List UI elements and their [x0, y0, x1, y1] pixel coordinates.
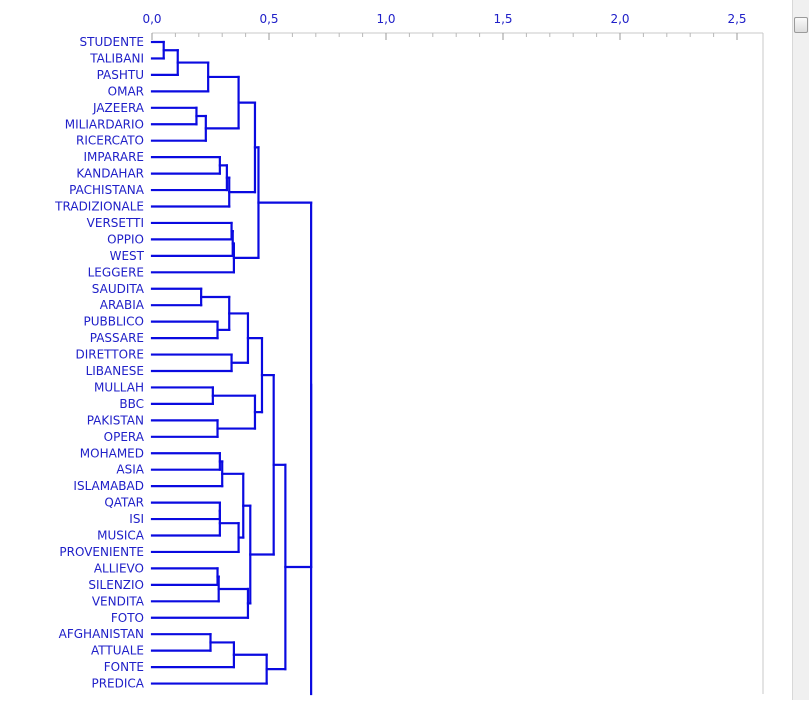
leaf-label: MUSICA — [97, 529, 145, 543]
x-tick-label: 1,5 — [493, 12, 512, 26]
leaf-label: OPPIO — [107, 232, 144, 246]
leaf-label: OPERA — [104, 430, 145, 444]
leaf-label: MILIARDARIO — [65, 117, 144, 131]
leaf-label: WEST — [110, 249, 145, 263]
leaf-label: PASHTU — [97, 68, 144, 82]
leaf-label: RICERCATO — [76, 134, 144, 148]
x-tick-label: 1,0 — [376, 12, 395, 26]
leaf-label: SILENZIO — [88, 578, 144, 592]
dendrogram-svg: 0,0 0,5 1,0 1,5 2,0 2,5 STUDENTE TALIBANI PASHT… — [54, 12, 764, 696]
leaf-label: STUDENTE — [80, 35, 144, 49]
leaf-label: IMPARARE — [83, 150, 144, 164]
leaf-label: TALIBANI — [89, 51, 144, 65]
leaf-label: PREDICA — [91, 677, 144, 691]
leaf-label: ISI — [129, 512, 144, 526]
leaf-label: LIBANESE — [86, 364, 144, 378]
x-tick-label: 2,0 — [610, 12, 629, 26]
leaf-label: ATTUALE — [91, 644, 144, 658]
leaf-label: BBC — [119, 397, 144, 411]
leaf-label: KANDAHAR — [76, 167, 144, 181]
leaf-label: PUBBLICO — [83, 315, 144, 329]
leaf-label: PAKISTAN — [87, 413, 144, 427]
leaf-label: VERSETTI — [87, 216, 144, 230]
leaf-label: ISLAMABAD — [73, 479, 144, 493]
leaf-label: PASSARE — [90, 331, 144, 345]
leaf-label: MOHAMED — [80, 446, 144, 460]
leaf-label: TRADIZIONALE — [54, 200, 144, 214]
leaf-label: ASIA — [116, 463, 144, 477]
leaf-label: PROVENIENTE — [59, 545, 144, 559]
leaf-label: ARABIA — [100, 298, 145, 312]
dendrogram-chart: 0,0 0,5 1,0 1,5 2,0 2,5 STUDENTE TALIBANI PASHT… — [54, 12, 764, 696]
leaf-label: OMAR — [108, 84, 144, 98]
leaf-label: LEGGERE — [88, 265, 144, 279]
leaf-label: FOTO — [111, 611, 144, 625]
x-tick-label: 0,5 — [259, 12, 278, 26]
leaf-label: ALLIEVO — [94, 561, 144, 575]
x-tick-label: 2,5 — [727, 12, 746, 26]
leaf-label: AFGHANISTAN — [59, 627, 144, 641]
vertical-scrollbar[interactable] — [792, 0, 809, 700]
leaf-label: JAZEERA — [92, 101, 145, 115]
leaf-label: DIRETTORE — [75, 348, 144, 362]
leaf-label: QATAR — [104, 496, 144, 510]
leaf-label: PACHISTANA — [69, 183, 145, 197]
leaf-label: SAUDITA — [92, 282, 145, 296]
leaf-label: VENDITA — [92, 594, 145, 608]
scrollbar-thumb[interactable] — [794, 17, 808, 33]
leaf-label: FONTE — [104, 660, 144, 674]
x-tick-label: 0,0 — [142, 12, 161, 26]
leaf-label: MULLAH — [94, 380, 144, 394]
